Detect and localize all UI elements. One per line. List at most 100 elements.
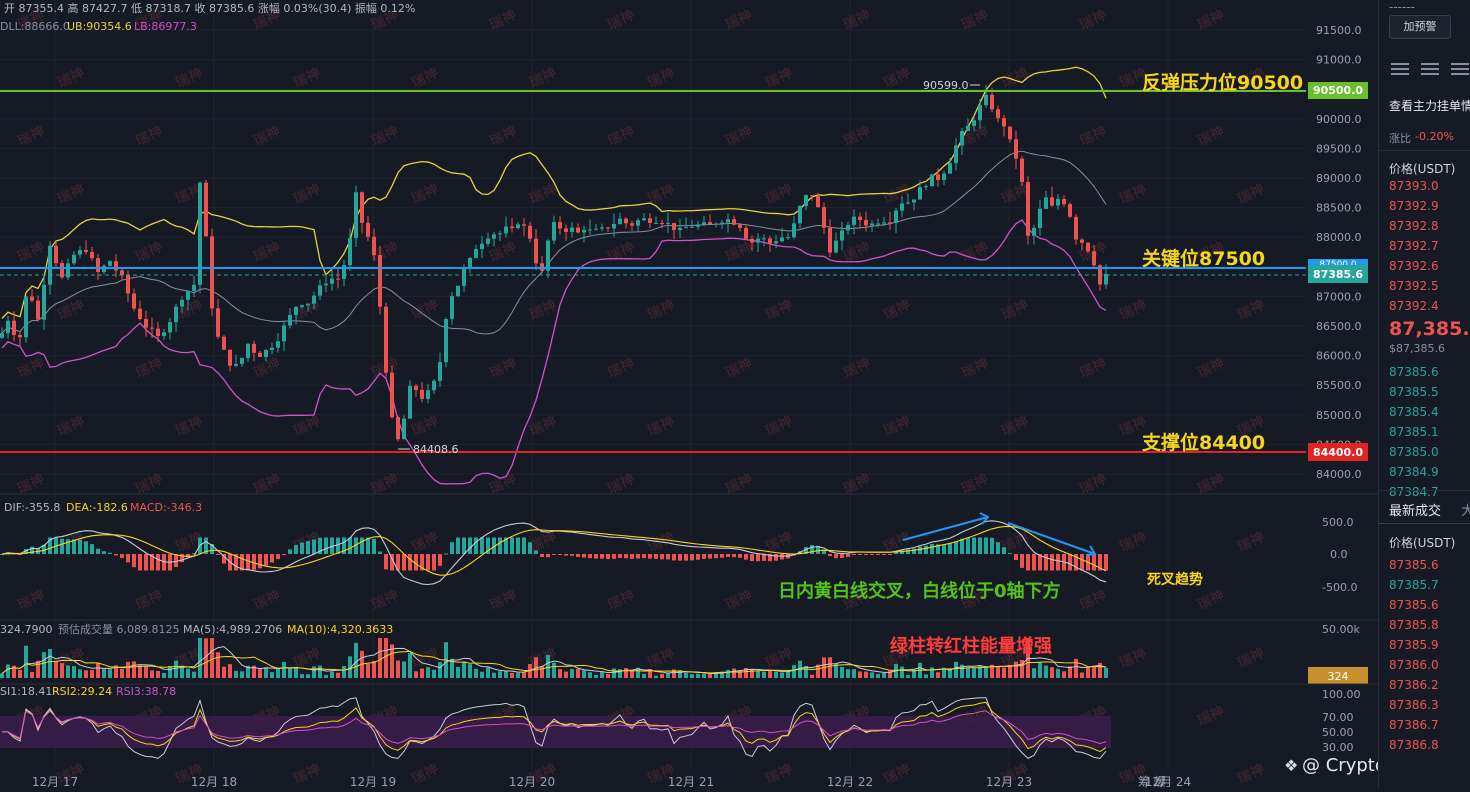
- macd-histogram-bar: [96, 548, 100, 554]
- candle-body: [504, 226, 508, 234]
- candle-body: [774, 241, 778, 244]
- ask-price-row[interactable]: 87392.4: [1389, 299, 1439, 313]
- candle-body: [528, 225, 532, 239]
- volume-bar: [390, 644, 394, 678]
- candle-body: [660, 222, 664, 224]
- volume-ma10-readout: MA(10):4,320.3633: [287, 623, 393, 636]
- order-book-bids-icon[interactable]: [1421, 60, 1439, 76]
- order-book-both-icon[interactable]: [1391, 60, 1409, 76]
- volume-bar: [354, 642, 358, 678]
- volume-bar: [522, 672, 526, 678]
- bid-price-row[interactable]: 87385.0: [1389, 445, 1439, 459]
- candle-body: [912, 199, 916, 203]
- candle-body: [684, 227, 688, 229]
- rsi-tick-50: 50.00: [1322, 726, 1354, 739]
- rsi2-line: [2, 701, 1107, 753]
- candle-body: [96, 258, 100, 272]
- candle-body: [72, 254, 76, 264]
- trades-tab[interactable]: 最新成交: [1389, 504, 1442, 519]
- panel-divider-2: [1379, 490, 1470, 491]
- bid-price-row[interactable]: 87385.5: [1389, 385, 1439, 399]
- macd-histogram-bar: [288, 549, 292, 554]
- trade-price-row: 87386.3: [1389, 698, 1439, 712]
- grid: [0, 0, 1306, 770]
- candle-body: [1092, 251, 1096, 266]
- ask-price-row[interactable]: 87392.6: [1389, 259, 1439, 273]
- volume-bar: [1044, 665, 1048, 678]
- macd-histogram-bar: [954, 541, 958, 554]
- candle-body: [24, 296, 28, 338]
- time-axis-label: 12月 24: [1145, 775, 1191, 788]
- macd-histogram-bar: [810, 545, 814, 554]
- bid-price-row[interactable]: 87385.1: [1389, 425, 1439, 439]
- macd-histogram-bar: [216, 554, 220, 555]
- candle-body: [1062, 198, 1066, 205]
- bid-price-row[interactable]: 87384.9: [1389, 465, 1439, 479]
- volume-bar: [630, 671, 634, 678]
- volume-bar: [246, 665, 250, 678]
- ask-price-row[interactable]: 87392.5: [1389, 279, 1439, 293]
- candle-body: [126, 275, 130, 294]
- ask-price-row[interactable]: 87392.9: [1389, 199, 1439, 213]
- candle-body: [18, 334, 22, 338]
- key-price-badge: [1308, 259, 1368, 269]
- candle-body: [822, 207, 826, 228]
- volume-bar: [510, 672, 514, 678]
- volume-bar: [282, 661, 286, 678]
- candle-body: [42, 284, 46, 320]
- candle-body: [396, 417, 400, 440]
- candle-body: [252, 343, 256, 353]
- time-axis-suffix: 筹 爆: [1138, 775, 1166, 788]
- ask-price-row[interactable]: 87392.8: [1389, 219, 1439, 233]
- macd-histogram-bar: [180, 554, 184, 563]
- high-marker: 90599.0: [923, 79, 969, 92]
- macd-histogram-bar: [306, 541, 310, 554]
- macd-histogram-bar: [450, 542, 454, 554]
- candle-body: [792, 223, 796, 238]
- candle-body: [468, 258, 472, 270]
- volume-bar: [372, 661, 376, 678]
- volume-bar: [966, 667, 970, 678]
- volume-bar: [852, 669, 856, 678]
- macd-histogram-bar: [774, 554, 778, 561]
- trades-tab-2[interactable]: 大: [1461, 500, 1470, 519]
- macd-histogram-bar: [30, 546, 34, 554]
- candle-body: [60, 263, 64, 278]
- macd-histogram-bar: [528, 542, 532, 554]
- candle-body: [156, 328, 160, 337]
- bid-price-row[interactable]: 87384.7: [1389, 485, 1439, 499]
- volume-bar: [1038, 661, 1042, 678]
- macd-histogram-bar: [282, 554, 286, 555]
- volume-bar: [720, 671, 724, 678]
- candle-body: [1044, 197, 1048, 209]
- macd-histogram-bar: [516, 537, 520, 554]
- volume-bar: [228, 664, 232, 678]
- volume-bar: [1080, 672, 1084, 678]
- bid-price-row[interactable]: 87385.6: [1389, 365, 1439, 379]
- add-alert-button[interactable]: 加预警: [1389, 15, 1451, 39]
- volume-bar: [312, 666, 316, 678]
- macd-histogram-bar: [1044, 554, 1048, 571]
- candle-body: [210, 236, 214, 309]
- volume-bar: [804, 665, 808, 678]
- candle-body: [90, 252, 94, 259]
- ask-price-row[interactable]: 87392.7: [1389, 239, 1439, 253]
- volume-bar: [348, 656, 352, 678]
- candle-body: [36, 300, 40, 320]
- volume-badge-text: 324: [1328, 670, 1349, 683]
- candle-body: [828, 227, 832, 253]
- volume-bar: [6, 664, 10, 678]
- candle-body: [216, 308, 220, 337]
- macd-histogram-bar: [204, 537, 208, 554]
- candle-body: [846, 224, 850, 231]
- candle-body: [330, 278, 334, 284]
- bid-price-row[interactable]: 87385.4: [1389, 405, 1439, 419]
- order-book-asks-icon[interactable]: [1451, 60, 1469, 76]
- candle-body: [876, 223, 880, 225]
- candle-body: [948, 163, 952, 174]
- macd-up-trend-arrow: [902, 516, 989, 541]
- ask-price-row[interactable]: 87393.0: [1389, 179, 1439, 193]
- main-orders-link[interactable]: 查看主力挂单情: [1389, 99, 1470, 113]
